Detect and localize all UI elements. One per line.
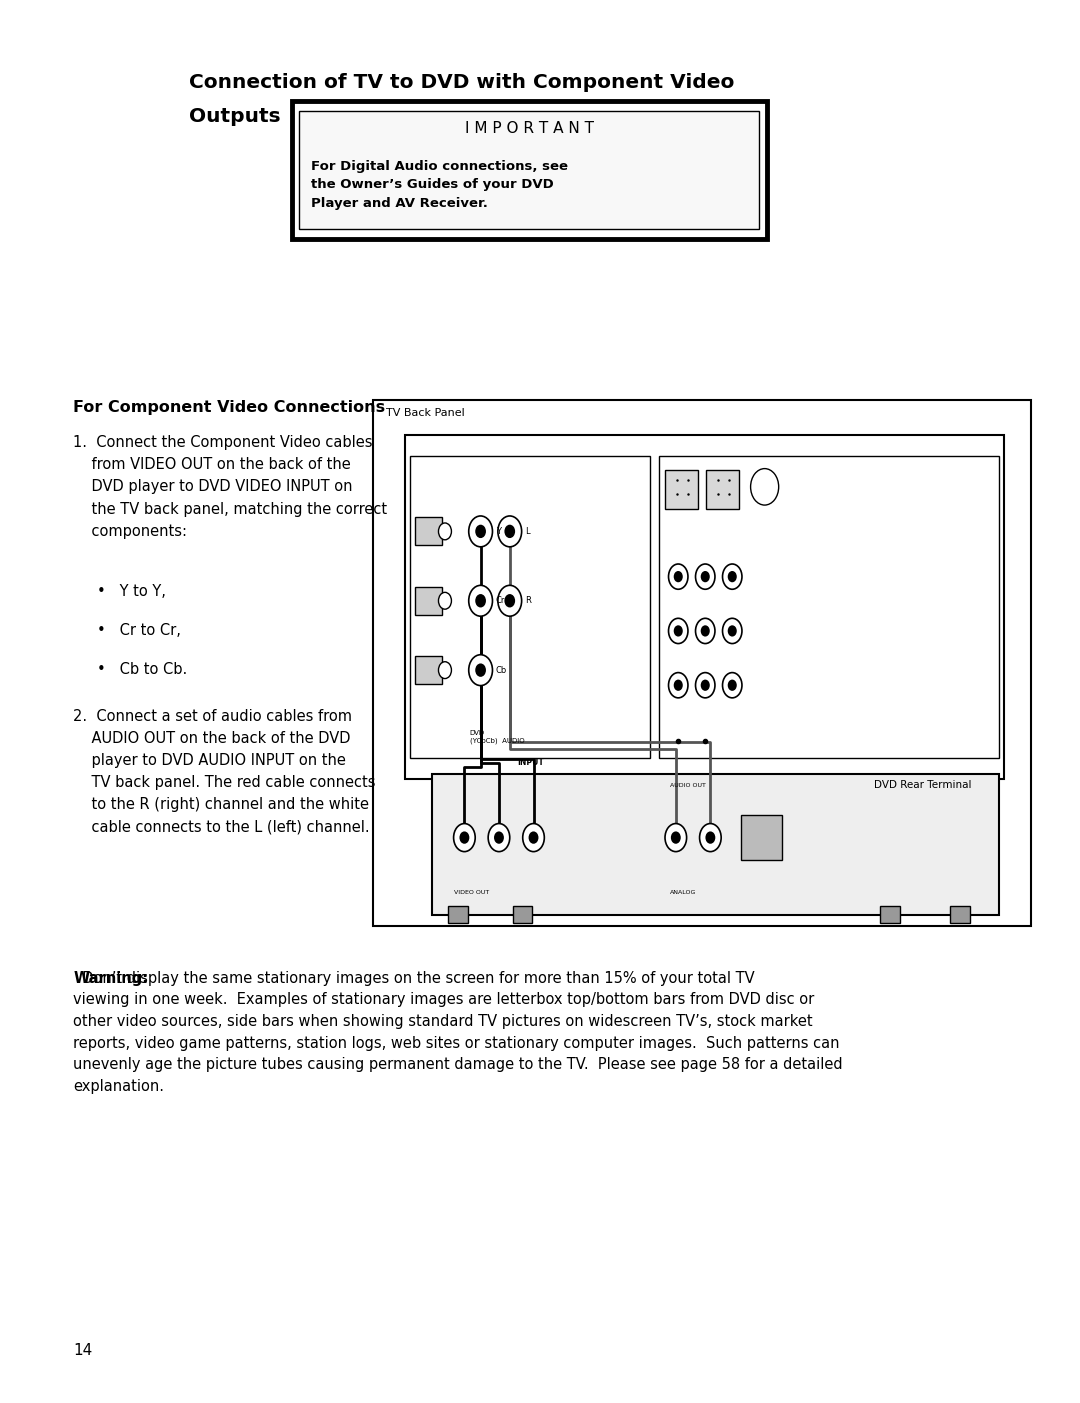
Bar [659, 456, 999, 758]
Circle shape [729, 680, 735, 690]
Circle shape [476, 664, 485, 676]
Bar [373, 400, 1031, 926]
Text: 2.  Connect a set of audio cables from
    AUDIO OUT on the back of the DVD
    : 2. Connect a set of audio cables from AU… [73, 709, 376, 835]
Text: L: L [525, 528, 529, 536]
Circle shape [505, 595, 514, 606]
Circle shape [672, 832, 680, 843]
Text: •   Y to Y,: • Y to Y, [97, 584, 166, 599]
Circle shape [675, 572, 681, 581]
Text: VIDEO OUT: VIDEO OUT [454, 890, 489, 895]
Bar [880, 906, 900, 923]
Circle shape [706, 832, 715, 843]
Text: For Digital Audio connections, see
the Owner’s Guides of your DVD
Player and AV : For Digital Audio connections, see the O… [311, 160, 568, 210]
Circle shape [460, 832, 469, 843]
Circle shape [696, 672, 715, 697]
Circle shape [729, 572, 735, 581]
Circle shape [469, 655, 492, 686]
Bar [950, 906, 970, 923]
Circle shape [702, 626, 708, 636]
Bar [432, 774, 999, 915]
Bar [706, 470, 739, 509]
Text: ANALOG: ANALOG [671, 890, 697, 895]
Text: Connection of TV to DVD with Component Video: Connection of TV to DVD with Component V… [189, 73, 734, 93]
Circle shape [675, 626, 681, 636]
Bar [741, 815, 782, 860]
Bar [405, 435, 1004, 779]
Circle shape [723, 619, 742, 644]
Circle shape [669, 672, 688, 697]
Circle shape [469, 516, 492, 547]
Circle shape [476, 595, 485, 606]
Bar [415, 657, 442, 685]
Text: •   Cb to Cb.: • Cb to Cb. [97, 662, 188, 678]
Circle shape [669, 619, 688, 644]
Text: Outputs: Outputs [189, 107, 281, 126]
Circle shape [438, 662, 451, 679]
Bar [299, 111, 759, 229]
Text: TV Back Panel: TV Back Panel [386, 408, 464, 418]
Bar [415, 586, 442, 615]
Text: I M P O R T A N T: I M P O R T A N T [464, 121, 594, 136]
Circle shape [498, 585, 522, 616]
Text: DVD Rear Terminal: DVD Rear Terminal [875, 780, 972, 790]
Circle shape [488, 824, 510, 852]
Text: For Component Video Connections: For Component Video Connections [73, 400, 386, 415]
Circle shape [523, 824, 544, 852]
Circle shape [696, 619, 715, 644]
Bar [292, 101, 767, 239]
Bar [665, 470, 698, 509]
Circle shape [495, 832, 503, 843]
Circle shape [498, 516, 522, 547]
Circle shape [702, 680, 708, 690]
Circle shape [665, 824, 687, 852]
Text: R: R [525, 596, 530, 605]
Text: DVD
(YCbCb)  AUDIO: DVD (YCbCb) AUDIO [470, 730, 525, 744]
Circle shape [438, 592, 451, 609]
Circle shape [751, 469, 779, 505]
Circle shape [675, 680, 681, 690]
Circle shape [700, 824, 721, 852]
Text: Cb: Cb [496, 665, 507, 675]
Text: Y: Y [496, 528, 501, 536]
Circle shape [469, 585, 492, 616]
Text: Don’t display the same stationary images on the screen for more than 15% of your: Don’t display the same stationary images… [73, 971, 843, 1094]
Text: 14: 14 [73, 1343, 93, 1358]
Bar [513, 906, 532, 923]
Text: 1.  Connect the Component Video cables
    from VIDEO OUT on the back of the
   : 1. Connect the Component Video cables fr… [73, 435, 388, 539]
Circle shape [723, 672, 742, 697]
Circle shape [438, 523, 451, 540]
Text: Warning:: Warning: [73, 971, 149, 986]
Circle shape [505, 526, 514, 537]
Bar [410, 456, 650, 758]
Circle shape [529, 832, 538, 843]
Circle shape [723, 564, 742, 589]
Circle shape [476, 526, 485, 537]
Circle shape [454, 824, 475, 852]
Circle shape [729, 626, 735, 636]
Circle shape [696, 564, 715, 589]
Circle shape [669, 564, 688, 589]
Text: AUDIO OUT: AUDIO OUT [671, 783, 706, 788]
Bar [448, 906, 468, 923]
Text: INPUT: INPUT [517, 759, 543, 767]
Text: •   Cr to Cr,: • Cr to Cr, [97, 623, 181, 638]
Bar [415, 518, 442, 546]
Circle shape [702, 572, 708, 581]
Text: Cr: Cr [496, 596, 505, 605]
